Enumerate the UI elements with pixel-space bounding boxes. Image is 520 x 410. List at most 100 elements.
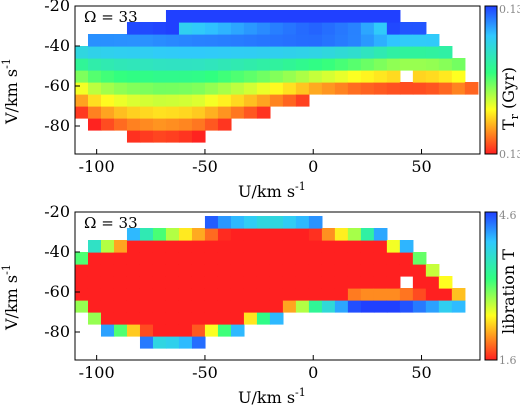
heatmap-cell (87, 82, 102, 95)
heatmap-cell (113, 288, 128, 301)
heatmap-cell (243, 58, 258, 71)
heatmap-cell (191, 300, 206, 313)
heatmap-cell (295, 276, 310, 289)
heatmap-cell (113, 46, 128, 59)
heatmap-cell (360, 252, 375, 265)
heatmap-cell (295, 34, 310, 47)
heatmap-cell (360, 240, 375, 253)
heatmap-cell (282, 70, 297, 83)
heatmap-cell (282, 216, 297, 229)
heatmap-cell (178, 130, 193, 143)
heatmap-cell (152, 252, 167, 265)
heatmap-cell (412, 70, 427, 83)
heatmap-cell (139, 106, 154, 119)
heatmap-cell (386, 46, 401, 59)
heatmap-cell (191, 118, 206, 131)
heatmap-cell (113, 300, 128, 313)
heatmap-cell (321, 288, 336, 301)
heatmap-cell (243, 34, 258, 47)
heatmap-cell (295, 288, 310, 301)
heatmap-cell (256, 312, 271, 325)
colorbar-bottom-label: libration T (499, 249, 518, 334)
heatmap-cell (386, 70, 401, 83)
heatmap-cell (334, 252, 349, 265)
heatmap-cell (256, 94, 271, 107)
heatmap-cell (126, 82, 141, 95)
heatmap-cell (269, 300, 284, 313)
heatmap-cell (282, 82, 297, 95)
heatmap-cell (165, 312, 180, 325)
heatmap-cell (100, 34, 115, 47)
heatmap-cell (230, 276, 245, 289)
heatmap-cell (152, 276, 167, 289)
heatmap-cell (347, 300, 362, 313)
heatmap-cell (178, 94, 193, 107)
heatmap-cell (139, 58, 154, 71)
heatmap-cell (347, 10, 362, 23)
heatmap-cell (425, 288, 440, 301)
heatmap-cell (152, 336, 167, 349)
heatmap-cell (347, 82, 362, 95)
heatmap-cell (204, 58, 219, 71)
heatmap-cell (321, 10, 336, 23)
heatmap-cell (152, 300, 167, 313)
heatmap-cell (204, 264, 219, 277)
heatmap-cell (386, 240, 401, 253)
heatmap-cell (230, 252, 245, 265)
heatmap-cell (204, 118, 219, 131)
heatmap-cell (373, 228, 388, 241)
heatmap-cell (269, 46, 284, 59)
heatmap-cell (347, 264, 362, 277)
heatmap-cell (100, 240, 115, 253)
heatmap-cell (464, 82, 479, 95)
heatmap-cell (321, 34, 336, 47)
heatmap-cell (256, 300, 271, 313)
heatmap-cell (217, 34, 232, 47)
heatmap-cell (217, 46, 232, 59)
heatmap-cell (152, 324, 167, 337)
x-tick-label: -100 (79, 363, 115, 382)
heatmap-cell (100, 324, 115, 337)
heatmap-cell (191, 106, 206, 119)
heatmap-cell (230, 70, 245, 83)
x-tick-label: 50 (411, 157, 431, 176)
heatmap-cell (191, 22, 206, 35)
colorbar-bottom-max-tick: 4.6 (499, 209, 517, 222)
heatmap-cell (269, 216, 284, 229)
heatmap-cell (243, 94, 258, 107)
heatmap-cell (334, 46, 349, 59)
heatmap-cell (217, 300, 232, 313)
heatmap-cell (139, 276, 154, 289)
heatmap-cell (321, 276, 336, 289)
heatmap-cell (165, 276, 180, 289)
heatmap-cell (386, 300, 401, 313)
y-tick-label: -60 (44, 282, 70, 301)
heatmap-cell (191, 46, 206, 59)
heatmap-cell (217, 312, 232, 325)
heatmap-cell (438, 288, 453, 301)
heatmap-cell (139, 300, 154, 313)
heatmap-cell (100, 46, 115, 59)
heatmap-cells-top (75, 10, 479, 143)
heatmap-cell (334, 82, 349, 95)
heatmap-cell (87, 288, 102, 301)
heatmap-cell (113, 58, 128, 71)
heatmap-cell (87, 34, 102, 47)
heatmap-cell (373, 240, 388, 253)
heatmap-cell (230, 312, 245, 325)
heatmap-cell (217, 94, 232, 107)
heatmap-cell (308, 82, 323, 95)
heatmap-cell (347, 276, 362, 289)
heatmap-cell (334, 288, 349, 301)
heatmap-cell (191, 336, 206, 349)
heatmap-cell (360, 82, 375, 95)
heatmap-cell (87, 46, 102, 59)
heatmap-cell (75, 300, 89, 313)
heatmap-cell (308, 46, 323, 59)
heatmap-cell (451, 58, 466, 71)
heatmap-cell (100, 300, 115, 313)
heatmap-cell (308, 264, 323, 277)
heatmap-cell (126, 300, 141, 313)
heatmap-cell (347, 34, 362, 47)
heatmap-cell (87, 58, 102, 71)
